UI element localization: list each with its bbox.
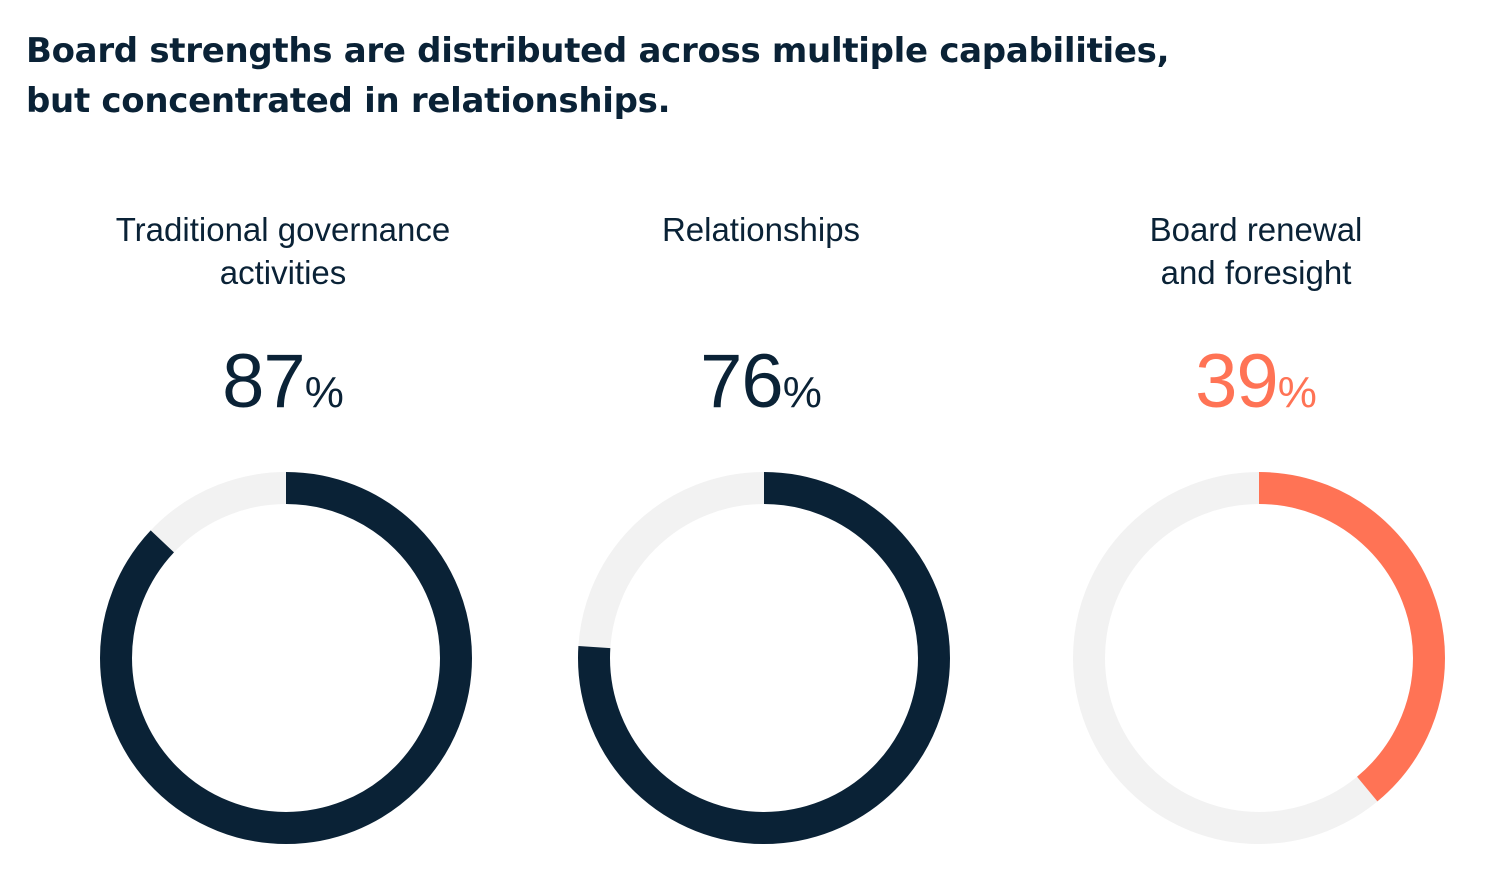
donut-chart-traditional-governance — [100, 472, 472, 844]
value-number: 39 — [1195, 339, 1279, 424]
capability-label-line-1: Board renewal — [1149, 211, 1363, 248]
capability-value: 87% — [63, 340, 503, 435]
capability-value: 76% — [541, 340, 981, 435]
capability-label: Relationships — [541, 208, 981, 251]
capability-label-line-2: and foresight — [1160, 254, 1352, 291]
capability-label-line-1: Traditional governance — [115, 211, 451, 248]
capability-label-line-2: activities — [219, 254, 347, 291]
capability-panel-board-renewal: Board renewal and foresight 39% — [1036, 0, 1476, 891]
capability-label: Traditional governance activities — [63, 208, 503, 294]
donut-chart-relationships — [578, 472, 950, 844]
value-unit: % — [304, 368, 344, 417]
chart-title-line-1: Board strengths are distributed across m… — [26, 31, 1170, 71]
value-number: 76 — [700, 339, 784, 424]
capability-panel-traditional-governance: Traditional governance activities 87% — [63, 0, 503, 891]
capability-value: 39% — [1036, 340, 1476, 435]
chart-title: Board strengths are distributed across m… — [26, 26, 1170, 126]
chart-title-line-2: but concentrated in relationships. — [26, 81, 671, 121]
donut-value-arc — [578, 472, 950, 844]
value-unit: % — [782, 368, 822, 417]
capability-label-line-1: Relationships — [661, 211, 861, 248]
value-number: 87 — [222, 339, 306, 424]
value-unit: % — [1277, 368, 1317, 417]
donut-value-arc — [100, 472, 472, 844]
capability-label: Board renewal and foresight — [1036, 208, 1476, 294]
donut-chart-board-renewal — [1073, 472, 1445, 844]
capability-panel-relationships: Relationships 76% — [541, 0, 981, 891]
donut-value-arc — [1073, 472, 1445, 844]
